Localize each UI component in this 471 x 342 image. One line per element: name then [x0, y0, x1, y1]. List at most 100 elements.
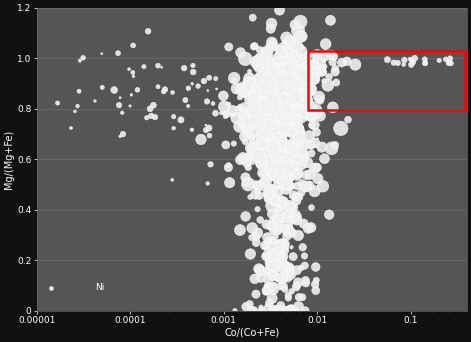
Point	[284, 147, 292, 153]
Point	[275, 93, 282, 99]
Point	[248, 130, 256, 135]
Point	[259, 92, 266, 98]
Point	[260, 165, 267, 171]
Point	[249, 15, 257, 21]
Point	[406, 56, 414, 62]
Point	[276, 93, 284, 98]
Point	[301, 308, 309, 313]
Point	[284, 295, 292, 301]
Point	[254, 230, 261, 236]
Point	[225, 165, 232, 170]
Point	[267, 97, 274, 103]
Point	[244, 182, 252, 187]
Point	[286, 152, 294, 157]
Point	[258, 132, 265, 138]
Point	[303, 115, 310, 121]
Point	[269, 238, 276, 244]
Point	[290, 99, 298, 105]
Point	[258, 157, 265, 162]
Point	[247, 80, 255, 85]
Point	[280, 110, 287, 115]
Point	[277, 90, 285, 96]
Point	[280, 91, 287, 97]
Point	[284, 173, 292, 179]
Point	[246, 97, 253, 103]
Point	[247, 251, 254, 257]
Point	[286, 265, 293, 271]
Point	[114, 51, 122, 56]
Point	[289, 122, 297, 128]
Point	[284, 229, 292, 234]
Point	[295, 125, 302, 130]
Point	[288, 147, 296, 152]
Point	[288, 230, 296, 236]
Point	[390, 60, 398, 65]
Point	[306, 183, 313, 188]
Point	[281, 157, 289, 162]
Point	[285, 114, 292, 119]
Text: Ni: Ni	[95, 283, 105, 292]
Point	[273, 70, 280, 76]
Point	[301, 92, 309, 98]
Point	[276, 94, 283, 100]
Point	[272, 131, 279, 136]
Point	[272, 115, 280, 120]
Point	[303, 97, 310, 103]
Point	[271, 253, 279, 258]
Point	[230, 78, 238, 83]
Point	[286, 269, 293, 275]
Point	[256, 93, 264, 98]
Point	[294, 280, 302, 285]
Point	[332, 69, 339, 75]
Point	[286, 308, 293, 313]
Point	[293, 183, 301, 189]
Point	[270, 263, 277, 269]
Point	[205, 75, 213, 80]
Point	[287, 105, 294, 110]
Point	[297, 163, 305, 168]
Point	[324, 83, 332, 88]
Point	[284, 74, 291, 80]
Point	[263, 107, 270, 112]
Point	[292, 81, 300, 87]
Point	[279, 142, 287, 147]
Point	[279, 73, 286, 78]
Point	[292, 308, 299, 313]
Point	[180, 65, 188, 71]
Point	[287, 77, 294, 82]
Point	[258, 130, 266, 136]
Point	[282, 151, 290, 156]
Point	[290, 193, 297, 198]
Point	[273, 128, 281, 134]
Point	[421, 57, 429, 62]
Point	[243, 160, 251, 166]
Point	[268, 188, 275, 194]
Point	[288, 289, 295, 294]
Point	[276, 47, 283, 53]
Point	[268, 168, 276, 173]
Point	[146, 106, 154, 111]
Point	[282, 272, 289, 278]
Point	[212, 76, 219, 81]
Point	[288, 109, 296, 115]
Point	[297, 92, 305, 97]
Point	[285, 65, 293, 71]
Point	[400, 62, 407, 67]
Point	[286, 43, 294, 49]
Point	[313, 107, 320, 113]
Point	[284, 160, 292, 166]
Point	[286, 202, 294, 208]
Point	[280, 274, 287, 279]
Point	[251, 43, 259, 49]
Point	[278, 58, 286, 64]
Point	[298, 141, 306, 147]
Point	[287, 106, 295, 112]
Point	[299, 294, 306, 300]
Point	[289, 67, 297, 73]
Point	[445, 60, 453, 65]
Point	[313, 51, 321, 57]
Point	[158, 65, 165, 70]
Point	[285, 53, 292, 58]
Point	[278, 96, 285, 102]
Point	[285, 157, 293, 162]
